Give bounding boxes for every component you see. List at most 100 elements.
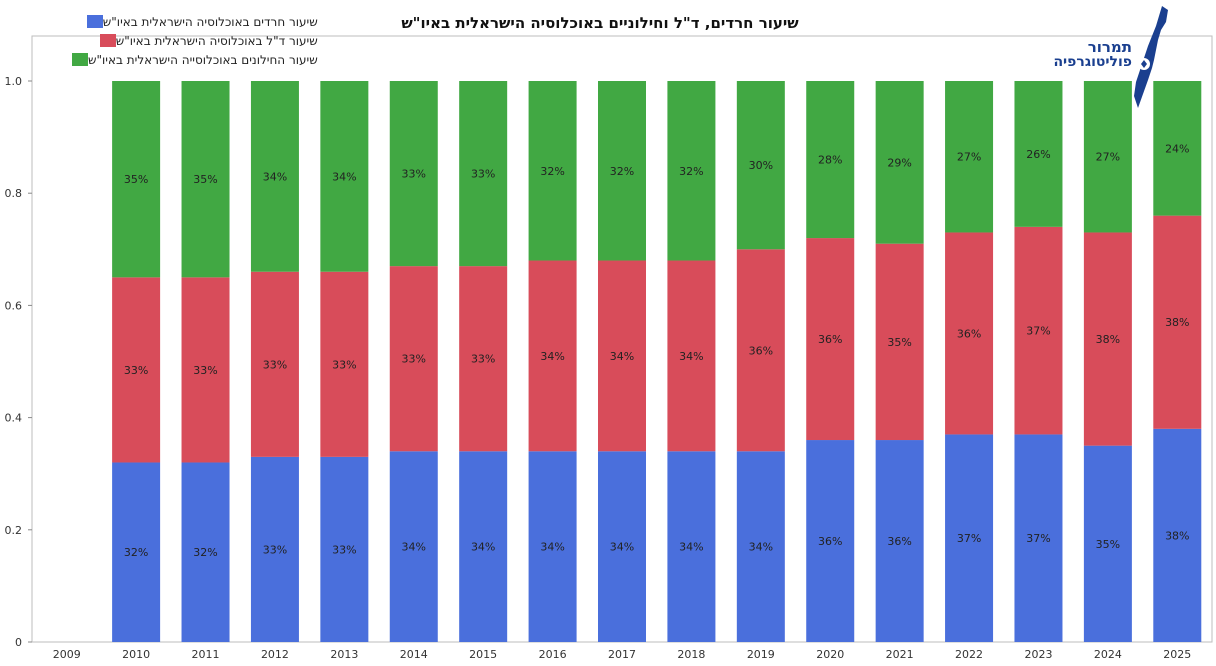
data-label-haredi: 34% [540, 541, 564, 554]
bar-religious [667, 260, 716, 452]
data-label-religious: 33% [471, 353, 495, 366]
data-label-secular: 30% [749, 159, 773, 172]
data-label-religious: 37% [1026, 325, 1050, 338]
bar-labels: 32% 33% 35% 32% 33% 35% 33% 33% 34% 33% 33% 34% 34% 3… [124, 142, 1190, 559]
bar-religious [1153, 215, 1202, 429]
data-label-haredi: 32% [124, 546, 148, 559]
data-label-religious: 36% [749, 344, 773, 357]
data-label-haredi: 34% [610, 541, 634, 554]
data-label-secular: 29% [887, 156, 911, 169]
bar-secular [1083, 81, 1132, 233]
legend-label-religious: שיעור ד"ל באוכלוסיה הישראלית באיו"ש [115, 33, 318, 48]
x-tick-label: 2024 [1094, 648, 1122, 661]
x-tick-label: 2018 [677, 648, 705, 661]
data-label-religious: 36% [957, 327, 981, 340]
data-label-secular: 26% [1026, 148, 1050, 161]
data-label-religious: 33% [402, 353, 426, 366]
bar-religious [736, 249, 785, 452]
data-label-haredi: 37% [957, 532, 981, 545]
bar-religious [875, 243, 924, 441]
bar-secular [181, 81, 230, 278]
bar-secular [736, 81, 785, 250]
data-label-haredi: 33% [263, 543, 287, 556]
data-label-haredi: 32% [193, 546, 217, 559]
data-label-secular: 33% [402, 168, 426, 181]
bar-religious [389, 266, 438, 452]
legend: שיעור חרדים באוכלוסיה הישראלית באיו"ש שי… [72, 12, 326, 69]
data-label-secular: 28% [818, 154, 842, 167]
bar-secular [250, 81, 299, 272]
x-tick-label: 2023 [1024, 648, 1052, 661]
chart-title: שיעור חרדים, ד"ל וחילוניים באוכלוסיה היש… [401, 14, 799, 32]
logo: תמרור פוליטוגרפיה [1030, 4, 1180, 114]
x-axis: 2009 2010 2011 2012 2013 2014 2015 2016 2017 2018… [53, 648, 1192, 661]
legend-label-haredi: שיעור חרדים באוכלוסיה הישראלית באיו"ש [102, 14, 318, 29]
data-label-secular: 34% [332, 170, 356, 183]
y-tick-label: 0.2 [5, 524, 23, 537]
bar-secular [875, 81, 924, 244]
bar-secular [389, 81, 438, 267]
bar-secular [667, 81, 716, 261]
data-label-secular: 33% [471, 168, 495, 181]
bar-secular [1014, 81, 1063, 227]
data-label-haredi: 34% [471, 541, 495, 554]
x-tick-label: 2019 [747, 648, 775, 661]
bar-secular [459, 81, 508, 267]
data-label-haredi: 36% [818, 535, 842, 548]
bar-haredi [945, 434, 994, 642]
bar-haredi [1153, 428, 1202, 642]
bar-haredi [806, 440, 855, 642]
data-label-religious: 33% [193, 364, 217, 377]
israel-map-icon [1134, 6, 1168, 108]
data-label-haredi: 33% [332, 543, 356, 556]
bar-haredi [250, 456, 299, 642]
bar-religious [1014, 226, 1063, 435]
bar-religious [945, 232, 994, 435]
data-label-religious: 34% [610, 350, 634, 363]
data-label-secular: 32% [610, 165, 634, 178]
bar-haredi [736, 451, 785, 642]
data-label-secular: 32% [540, 165, 564, 178]
x-tick-label: 2025 [1163, 648, 1191, 661]
x-tick-label: 2009 [53, 648, 81, 661]
x-tick-label: 2017 [608, 648, 636, 661]
bar-secular [945, 81, 994, 233]
x-tick-label: 2014 [400, 648, 428, 661]
y-tick-label: 0.6 [5, 299, 23, 312]
bar-haredi [320, 456, 369, 642]
data-label-religious: 38% [1165, 316, 1189, 329]
bar-religious [459, 266, 508, 452]
logo-line2: פוליטוגרפיה [1053, 54, 1132, 70]
bar-religious [528, 260, 577, 452]
data-label-haredi: 34% [749, 541, 773, 554]
y-axis: 0 0.2 0.4 0.6 0.8 1.0 [5, 75, 32, 649]
bar-haredi [598, 451, 646, 642]
data-label-haredi: 35% [1096, 538, 1120, 551]
legend-item-religious: שיעור ד"ל באוכלוסיה הישראלית באיו"ש [72, 31, 326, 50]
bar-secular [112, 81, 161, 278]
data-label-secular: 32% [679, 165, 703, 178]
bar-secular [806, 81, 855, 239]
bar-haredi [528, 451, 577, 642]
data-label-haredi: 36% [887, 535, 911, 548]
logo-line1: תמרור [1087, 38, 1132, 56]
legend-swatch-secular [72, 53, 88, 66]
legend-item-secular: שיעור החילונים באוכלוסייה הישראלית באיו"… [72, 50, 326, 69]
bar-haredi [1083, 445, 1132, 642]
y-tick-label: 0 [15, 636, 22, 649]
bar-secular [1153, 81, 1202, 216]
data-label-religious: 38% [1096, 333, 1120, 346]
data-label-religious: 33% [332, 358, 356, 371]
bar-haredi [667, 451, 716, 642]
x-tick-label: 2010 [122, 648, 150, 661]
data-label-religious: 34% [679, 350, 703, 363]
bar-haredi [875, 440, 924, 642]
x-tick-label: 2015 [469, 648, 497, 661]
bar-secular [320, 81, 369, 272]
x-tick-label: 2011 [192, 648, 220, 661]
bar-religious [598, 260, 646, 452]
bar-religious [320, 271, 369, 457]
bar-haredi [112, 462, 161, 642]
bar-religious [112, 277, 161, 463]
y-tick-label: 0.8 [5, 187, 23, 200]
